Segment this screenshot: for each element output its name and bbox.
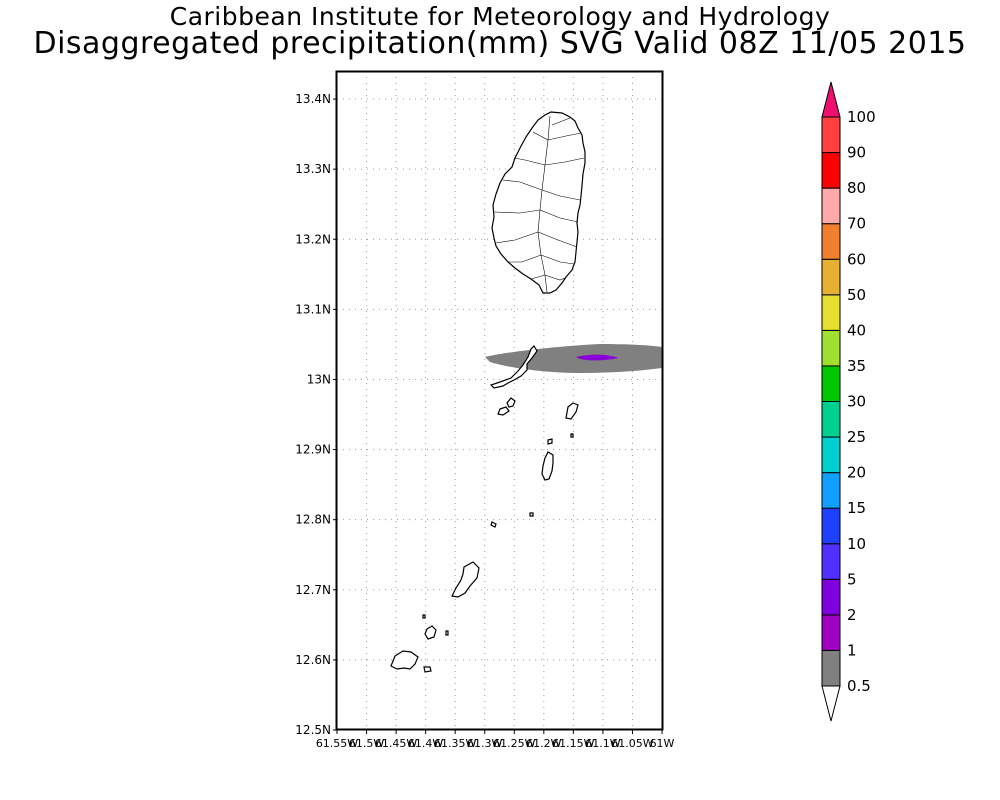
legend-low-triangle — [821, 685, 841, 722]
legend-color-box — [821, 116, 841, 154]
lat-tick-label: 12.9N — [295, 443, 331, 457]
lat-tick-label: 12.7N — [295, 583, 331, 597]
lon-tick-label: 61.45W — [375, 737, 417, 750]
legend-color-box — [821, 329, 841, 367]
legend-level-label: 25 — [847, 428, 866, 446]
legend-color-box — [821, 472, 841, 509]
cay-9 — [422, 614, 426, 619]
rain-area-grey — [485, 344, 662, 373]
cay-2 — [497, 406, 510, 416]
canouan-island — [541, 451, 554, 481]
longitude-labels: 61.55W61.5W61.45W61.4W61.35W61.3W61.25W6… — [316, 730, 675, 750]
legend-color-box — [821, 223, 841, 260]
lon-tick-label: 61.55W — [316, 737, 358, 750]
lat-tick-label: 13.4N — [295, 92, 331, 106]
lat-tick-label: 13.3N — [295, 162, 331, 176]
legend-level-label: 60 — [847, 250, 866, 268]
lat-tick-label: 13.2N — [295, 232, 331, 246]
lon-tick-label: 61.25W — [493, 737, 535, 750]
legend-color-box — [821, 401, 841, 438]
legend-level-label: 15 — [847, 499, 866, 517]
legend-color-box — [821, 578, 841, 616]
legend-level-label: 100 — [847, 108, 876, 126]
chart-title: Caribbean Institute for Meteorology and … — [169, 2, 831, 31]
lon-tick-label: 61.15W — [552, 737, 594, 750]
bequia-island — [489, 345, 538, 389]
legend-color-box — [821, 507, 841, 545]
legend-level-label: 10 — [847, 535, 866, 553]
rain-area-purple — [576, 354, 618, 361]
legend-level-label: 0.5 — [847, 677, 871, 695]
st-vincent-island — [491, 111, 586, 294]
cay-3 — [547, 438, 553, 445]
legend-level-label: 5 — [847, 570, 857, 588]
legend-color-box — [821, 294, 841, 331]
legend-color-box — [821, 649, 841, 687]
lon-tick-label: 61.05W — [611, 737, 653, 750]
lat-tick-label: 12.6N — [295, 653, 331, 667]
cay-6 — [529, 512, 534, 517]
chart-subtitle: Disaggregated precipitation(mm) SVG Vali… — [33, 26, 967, 61]
legend-level-label: 30 — [847, 393, 866, 411]
legend-high-triangle — [821, 81, 841, 118]
legend-color-box — [821, 187, 841, 225]
legend-color-box — [821, 152, 841, 189]
lon-tick-label: 61.2W — [526, 737, 561, 750]
cay-1 — [506, 397, 516, 408]
union-island — [424, 625, 437, 640]
legend-level-label: 50 — [847, 286, 866, 304]
legend-color-box — [821, 436, 841, 474]
cay-4 — [570, 433, 574, 438]
legend-level-label: 1 — [847, 641, 857, 659]
mustique-island — [565, 402, 579, 420]
legend-level-label: 2 — [847, 606, 857, 624]
carriacou-island — [390, 650, 419, 670]
lon-tick-label: 61.1W — [585, 737, 620, 750]
lon-tick-label: 61.3W — [467, 737, 502, 750]
legend-level-label: 80 — [847, 179, 866, 197]
lon-tick-label: 61.5W — [349, 737, 384, 750]
legend-color-box — [821, 365, 841, 402]
cay-7 — [445, 630, 449, 636]
precipitation-field — [485, 344, 662, 373]
cay-8 — [423, 666, 432, 673]
map-frame — [335, 70, 664, 731]
latitude-labels: 13.4N 13.3N 13.2N 13.1N 13N 12.9N 12.8N 12.7N 12… — [295, 92, 337, 737]
lat-tick-label: 12.5N — [295, 723, 331, 737]
legend-level-label: 40 — [847, 321, 866, 339]
lon-tick-label: 61.35W — [434, 737, 476, 750]
map-grid — [337, 71, 662, 730]
lat-tick-label: 13.1N — [295, 302, 331, 316]
mayreau-island — [451, 561, 480, 598]
legend-level-label: 35 — [847, 357, 866, 375]
legend-color-box — [821, 258, 841, 296]
lat-tick-label: 13N — [307, 372, 331, 386]
legend-level-label: 20 — [847, 464, 866, 482]
lon-tick-label: 61.4W — [408, 737, 443, 750]
legend-color-box — [821, 614, 841, 651]
legend-color-box — [821, 543, 841, 580]
lon-tick-label: 61W — [650, 737, 675, 750]
legend-level-label: 90 — [847, 144, 866, 162]
legend-level-label: 70 — [847, 215, 866, 233]
lat-tick-label: 12.8N — [295, 513, 331, 527]
coastlines — [390, 111, 586, 673]
cay-5 — [490, 521, 497, 528]
